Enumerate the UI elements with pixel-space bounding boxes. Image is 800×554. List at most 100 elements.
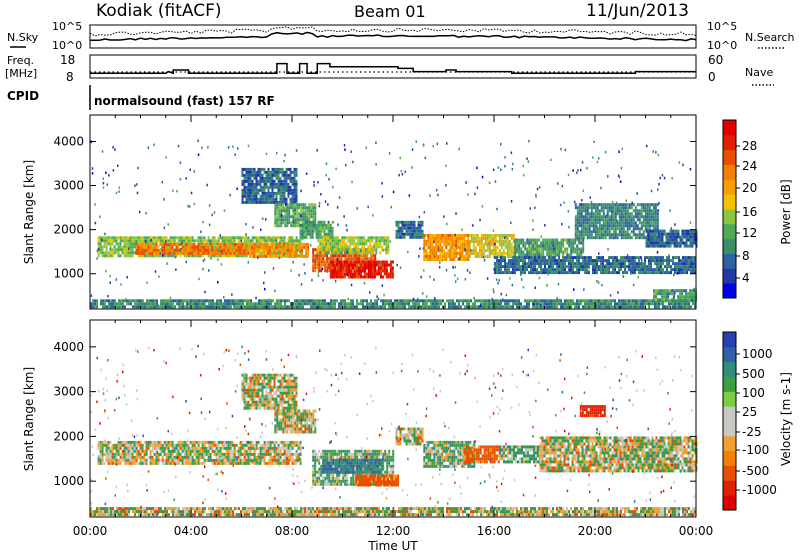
heat-cell [279,176,282,180]
heat-cell [309,220,312,224]
heat-cell [306,206,309,210]
heat-cell [302,299,304,303]
heat-cell [96,299,98,303]
heat-cell [288,305,290,309]
heat-cell [602,236,605,240]
heat-cell [342,299,344,303]
heat-cell [620,236,623,240]
heat-cell [163,248,166,252]
heat-cell [326,257,329,261]
heat-cell [274,215,277,219]
heat-cell [684,259,686,263]
heat-cell [550,305,552,309]
nave-label: Nave [745,66,773,79]
heat-cell [458,302,460,306]
heat-cell [574,218,577,222]
heat-cell [281,182,284,186]
heat-cell [287,236,290,240]
heat-speckle [105,269,107,273]
heat-cell [333,245,336,249]
heat-cell [391,266,394,270]
heat-cell [268,305,270,309]
heat-cell [179,251,182,255]
heat-cell [578,209,581,213]
heat-cell [648,265,650,269]
heat-cell [640,212,643,216]
heat-cell [606,212,609,216]
heat-cell [263,242,266,246]
heat-cell [212,305,214,309]
heat-cell [540,265,542,269]
heat-cell [578,236,581,240]
heat-cell [512,249,515,252]
heat-cell [229,254,232,258]
heat-cell [550,250,553,254]
heat-cell [689,238,692,242]
heat-cell [99,236,102,240]
heat-cell [141,251,144,255]
heat-cell [217,236,220,240]
heat-cell [580,238,583,242]
heat-cell [494,256,496,260]
heat-cell [265,191,268,195]
heat-cell [689,289,692,293]
heat-cell [528,265,530,269]
heat-cell [395,232,398,236]
heat-cell [236,299,238,303]
noise-left-tick-high: 10^5 [52,20,82,33]
heat-cell [532,256,534,260]
heat-cell [371,263,374,267]
heat-cell [314,218,317,222]
heat-cell [526,299,528,303]
heat-cell [401,232,404,236]
heat-cell [121,239,124,243]
heat-cell [295,194,298,198]
heat-cell [365,242,368,246]
heat-cell [109,251,112,255]
heat-cell [331,232,334,236]
heat-cell [552,262,554,266]
heat-cell [488,246,491,249]
heat-cell [634,268,636,272]
heat-cell [355,269,358,273]
heat-cell [307,248,310,252]
heat-cell [365,251,368,255]
heat-cell [614,256,616,260]
heat-cell [201,254,204,258]
heat-cell [654,262,656,266]
heat-cell [678,302,680,306]
heat-cell [239,251,242,255]
heat-cell [568,262,570,266]
heat-cell [92,305,94,309]
heat-cell [245,236,248,240]
heat-cell [387,263,390,267]
heat-cell [659,292,662,296]
heat-cell [353,236,356,240]
heat-cell [449,252,452,255]
heat-cell [267,239,270,243]
heat-cell [250,302,252,306]
heat-cell [659,235,662,239]
heat-speckle [411,148,414,151]
heat-speckle [351,180,353,184]
heat-cell [510,265,512,269]
heat-cell [265,251,268,255]
heat-cell [435,258,438,261]
heat-cell [630,299,632,303]
heat-cell [367,275,370,279]
heat-cell [326,305,328,309]
heat-cell [287,173,290,177]
heat-cell [592,236,595,240]
heat-cell [425,234,428,237]
heat-cell [271,254,274,258]
heat-cell [638,268,640,272]
heat-cell [211,242,214,246]
heat-cell [636,268,638,272]
heat-cell [277,185,280,189]
heat-cell [399,220,402,224]
heat-cell [628,236,631,240]
heat-cell [257,188,260,192]
heat-cell [322,254,325,258]
heat-speckle [114,148,116,151]
